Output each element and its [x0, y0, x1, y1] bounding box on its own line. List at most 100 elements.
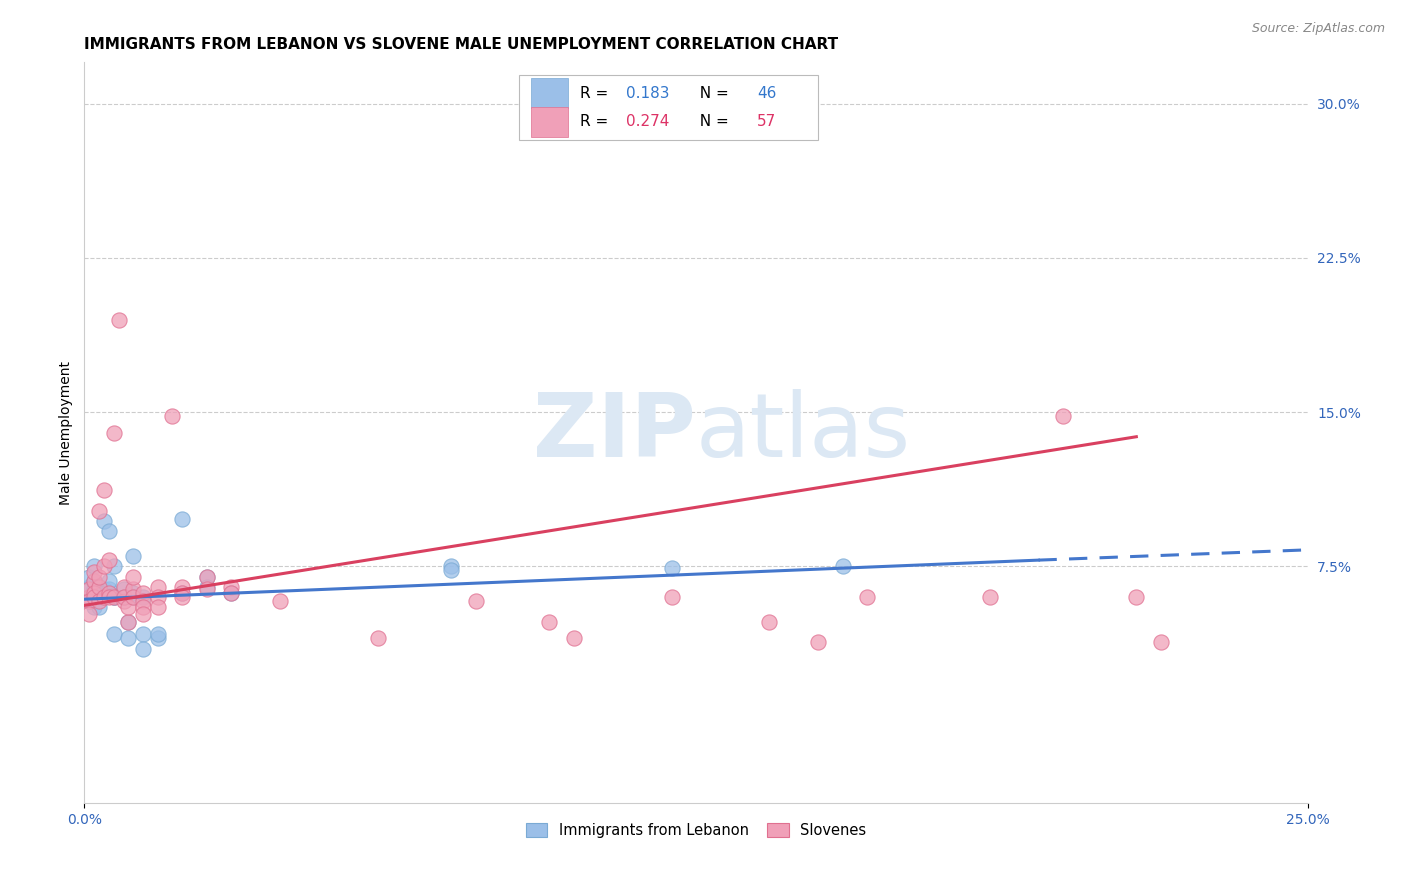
Point [219, 586, 242, 600]
Point [112, 594, 135, 608]
Point [87, 600, 110, 615]
Text: 0.183: 0.183 [626, 86, 669, 101]
Text: N =: N = [690, 114, 734, 129]
Point [979, 590, 1001, 604]
Point [146, 600, 169, 615]
Point [807, 635, 830, 649]
Point [103, 590, 125, 604]
Point [87, 504, 110, 518]
Point [107, 312, 129, 326]
Point [103, 425, 125, 440]
Point [661, 561, 683, 575]
Point [172, 586, 194, 600]
Point [122, 590, 145, 604]
Point [83, 582, 105, 596]
Point [97, 586, 120, 600]
Point [77, 590, 100, 604]
Point [97, 582, 120, 596]
Point [367, 632, 389, 646]
Point [661, 590, 683, 604]
Point [97, 553, 120, 567]
Text: N =: N = [690, 86, 734, 101]
Point [172, 512, 194, 526]
Point [538, 615, 561, 629]
Point [122, 549, 145, 563]
Text: 46: 46 [758, 86, 776, 101]
Point [117, 615, 139, 629]
Point [831, 559, 853, 574]
Point [195, 582, 218, 596]
Text: IMMIGRANTS FROM LEBANON VS SLOVENE MALE UNEMPLOYMENT CORRELATION CHART: IMMIGRANTS FROM LEBANON VS SLOVENE MALE … [84, 37, 838, 52]
Point [83, 566, 105, 580]
Point [146, 627, 169, 641]
Point [219, 586, 242, 600]
Point [219, 580, 242, 594]
Point [93, 590, 115, 604]
Point [93, 559, 115, 574]
Point [87, 580, 110, 594]
Point [122, 569, 145, 583]
Point [112, 590, 135, 604]
Point [93, 586, 115, 600]
Point [172, 586, 194, 600]
Point [112, 590, 135, 604]
FancyBboxPatch shape [531, 78, 568, 108]
Point [122, 586, 145, 600]
Point [97, 586, 120, 600]
Point [103, 590, 125, 604]
Point [103, 590, 125, 604]
Point [172, 590, 194, 604]
Point [112, 580, 135, 594]
Point [172, 580, 194, 594]
Point [132, 627, 155, 641]
FancyBboxPatch shape [519, 75, 818, 140]
Point [83, 559, 105, 574]
Point [97, 574, 120, 588]
Point [77, 594, 100, 608]
Point [1052, 409, 1074, 424]
Point [132, 641, 155, 656]
Point [132, 586, 155, 600]
Point [77, 607, 100, 621]
Point [93, 514, 115, 528]
Point [132, 607, 155, 621]
Point [93, 582, 115, 596]
Point [93, 483, 115, 498]
Point [77, 582, 100, 596]
Text: atlas: atlas [696, 389, 911, 476]
Point [87, 586, 110, 600]
Point [146, 580, 169, 594]
Point [77, 569, 100, 583]
Point [146, 590, 169, 604]
Point [562, 632, 585, 646]
Point [93, 590, 115, 604]
Point [440, 559, 463, 574]
Point [83, 586, 105, 600]
Y-axis label: Male Unemployment: Male Unemployment [59, 360, 73, 505]
Text: 57: 57 [758, 114, 776, 129]
Point [269, 594, 291, 608]
Point [464, 594, 486, 608]
Point [83, 590, 105, 604]
Point [83, 590, 105, 604]
Text: R =: R = [579, 114, 613, 129]
Point [856, 590, 879, 604]
Point [87, 569, 110, 583]
Point [103, 559, 125, 574]
Point [132, 600, 155, 615]
Point [758, 615, 780, 629]
Point [122, 590, 145, 604]
Point [97, 524, 120, 539]
Point [1125, 590, 1147, 604]
Point [195, 569, 218, 583]
Point [146, 632, 169, 646]
Point [77, 580, 100, 594]
FancyBboxPatch shape [531, 107, 568, 136]
Point [83, 574, 105, 588]
Text: 0.274: 0.274 [626, 114, 669, 129]
Point [162, 409, 184, 424]
Point [83, 600, 105, 615]
Point [132, 590, 155, 604]
Point [117, 632, 139, 646]
Point [112, 582, 135, 596]
